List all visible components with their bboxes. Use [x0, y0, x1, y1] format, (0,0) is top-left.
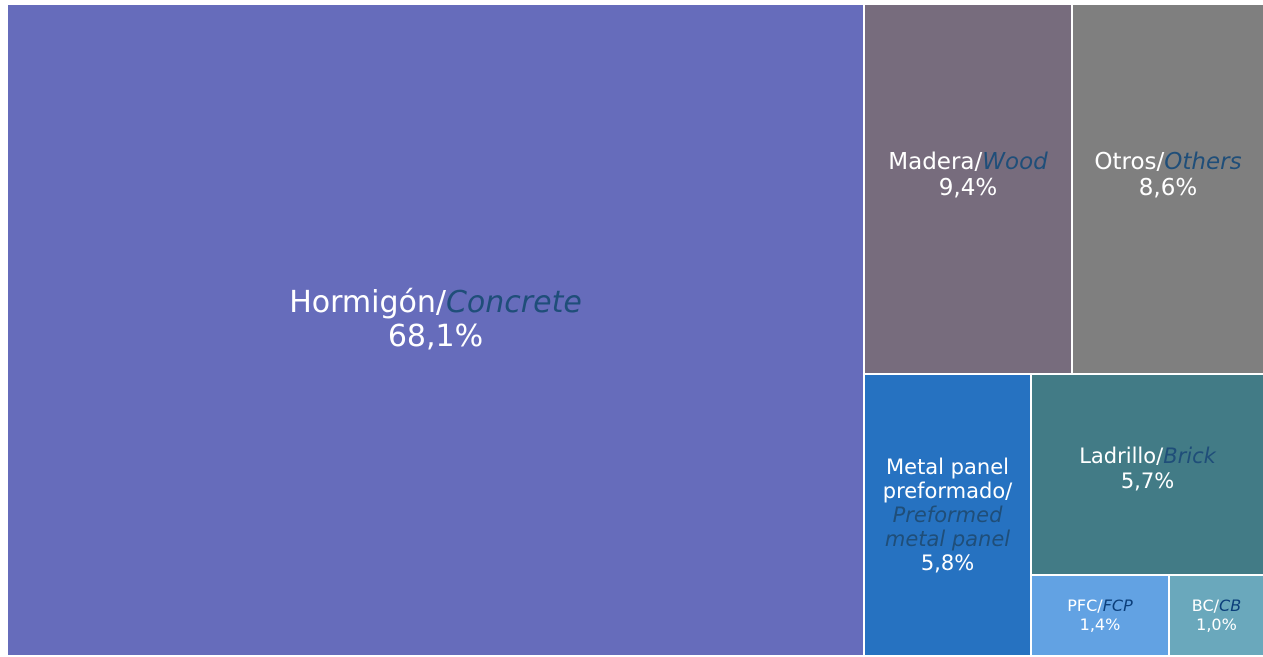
tile-cb: BC/CB 1,0%: [1170, 576, 1263, 655]
tile-concrete: Hormigón/Concrete 68,1%: [8, 5, 863, 655]
tile-concrete-value: 68,1%: [387, 319, 484, 354]
tile-wood-value: 9,4%: [938, 175, 998, 201]
tile-fcp: PFC/FCP 1,4%: [1032, 576, 1168, 655]
tile-preformed-metal-panel-value: 5,8%: [920, 551, 975, 576]
tile-brick: Ladrillo/Brick 5,7%: [1032, 375, 1263, 574]
tile-fcp-label-es: PFC/: [1067, 596, 1103, 616]
tile-preformed-metal-panel: Metal panel preformado/ Preformed metal …: [865, 375, 1030, 655]
tile-others-label-es: Otros/: [1094, 148, 1165, 175]
tile-cb-label-en: CB: [1219, 596, 1242, 616]
tile-others-label-en: Others: [1164, 148, 1242, 175]
tile-fcp-label-en: FCP: [1102, 596, 1133, 616]
tile-concrete-label-es: Hormigón/: [289, 284, 446, 320]
tile-others-value: 8,6%: [1138, 175, 1198, 201]
tile-concrete-label-en: Concrete: [445, 284, 582, 320]
tile-others: Otros/Others 8,6%: [1073, 5, 1263, 373]
tile-brick-label-es: Ladrillo/: [1079, 444, 1164, 469]
tile-preformed-metal-panel-label-es: Metal panel preformado/: [882, 454, 1013, 503]
tile-wood: Madera/Wood 9,4%: [865, 5, 1071, 373]
tile-wood-label-es: Madera/: [888, 148, 983, 175]
tile-brick-label-en: Brick: [1163, 444, 1216, 469]
tile-cb-label-es: BC/: [1191, 596, 1220, 616]
tile-brick-value: 5,7%: [1120, 468, 1175, 493]
tile-wood-label-en: Wood: [982, 148, 1048, 175]
tile-preformed-metal-panel-label-en: Preformed metal panel: [884, 502, 1011, 552]
tile-cb-value: 1,0%: [1196, 614, 1237, 634]
tile-fcp-value: 1,4%: [1079, 614, 1121, 634]
